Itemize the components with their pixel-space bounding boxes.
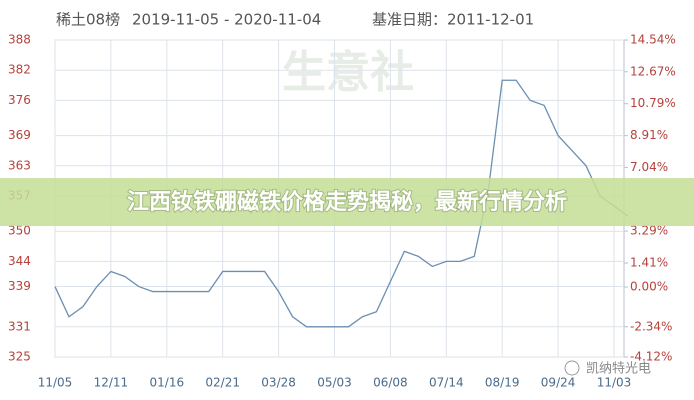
header-name: 稀土08榜	[56, 11, 120, 29]
y-tick-label: 339	[8, 279, 31, 293]
x-tick-label: 12/11	[94, 376, 129, 390]
y2-tick-label: 3.29%	[630, 224, 668, 238]
price-line	[54, 79, 629, 328]
y2-tick-label: 1.41%	[630, 256, 668, 270]
x-tick-label: 03/28	[261, 376, 296, 390]
y-tick-label: 325	[8, 350, 31, 364]
y2-tick-label: 8.91%	[630, 128, 668, 142]
y2-tick-label: -2.34%	[630, 319, 672, 333]
x-tick-label: 05/03	[317, 376, 352, 390]
plot-area: 325331339344350357363369376382388-4.12%-…	[8, 33, 676, 390]
header-base: 基准日期：2011-12-01	[372, 11, 534, 29]
x-tick-label: 09/24	[541, 376, 576, 390]
banner-title: 江西钕铁硼磁铁价格走势揭秘，最新行情分析	[127, 189, 567, 215]
x-tick-label: 11/03	[597, 376, 632, 390]
y2-tick-label: 7.04%	[630, 160, 668, 174]
y-tick-label: 363	[8, 158, 31, 172]
x-tick-label: 08/19	[485, 376, 520, 390]
y2-tick-label: 10.79%	[630, 96, 676, 110]
wechat-icon	[564, 360, 580, 376]
y-tick-label: 344	[8, 254, 31, 268]
header-range: 2019-11-05 - 2020-11-04	[132, 11, 321, 29]
x-tick-label: 02/21	[205, 376, 240, 390]
y2-tick-label: 0.00%	[630, 280, 668, 294]
x-tick-label: 11/05	[38, 376, 73, 390]
footer: 凯纳特光电	[586, 362, 651, 377]
x-tick-label: 01/16	[150, 376, 185, 390]
x-tick-label: 06/08	[373, 376, 408, 390]
y-tick-label: 369	[8, 128, 31, 142]
y-tick-label: 382	[8, 63, 31, 77]
banner-bg	[0, 178, 694, 226]
y-tick-label: 376	[8, 93, 31, 107]
y2-tick-label: 14.54%	[630, 33, 676, 47]
y-tick-label: 388	[8, 33, 31, 47]
x-tick-label: 07/14	[429, 376, 464, 390]
y2-tick-label: -4.12%	[630, 350, 672, 364]
y-tick-label: 350	[8, 224, 31, 238]
watermark: 生意社	[282, 47, 414, 98]
y-tick-label: 331	[8, 319, 31, 333]
y2-tick-label: 12.67%	[630, 64, 676, 78]
